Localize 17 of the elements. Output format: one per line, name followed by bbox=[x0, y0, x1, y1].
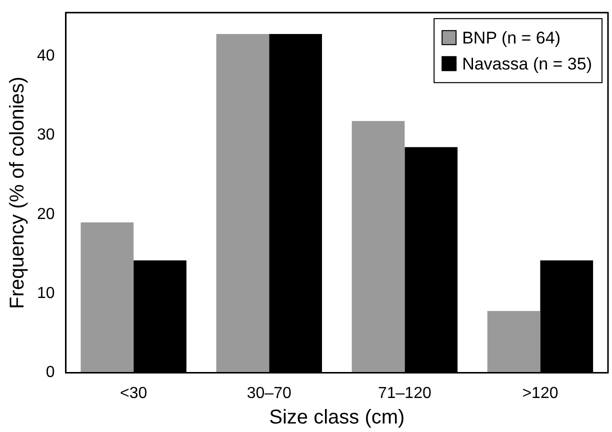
bar bbox=[352, 121, 405, 373]
legend-label: Navassa (n = 35) bbox=[462, 54, 592, 74]
y-axis-title: Frequency (% of colonies) bbox=[6, 76, 29, 309]
legend-label: BNP (n = 64) bbox=[462, 28, 561, 48]
y-tick-label: 20 bbox=[37, 206, 55, 223]
x-tick-label: 71–120 bbox=[378, 384, 432, 402]
y-tick-label: 30 bbox=[37, 126, 55, 144]
y-tick-label: 0 bbox=[46, 364, 55, 382]
y-tick-label: 10 bbox=[37, 285, 55, 302]
bar bbox=[487, 311, 540, 373]
y-tick-label: 40 bbox=[37, 48, 55, 65]
x-tick-label: 30–70 bbox=[246, 384, 292, 402]
bar bbox=[216, 34, 270, 373]
x-tick-label: >120 bbox=[522, 384, 558, 402]
bar bbox=[80, 222, 134, 373]
x-tick-label: <30 bbox=[120, 384, 148, 402]
x-axis-title: Size class (cm) bbox=[269, 406, 405, 429]
